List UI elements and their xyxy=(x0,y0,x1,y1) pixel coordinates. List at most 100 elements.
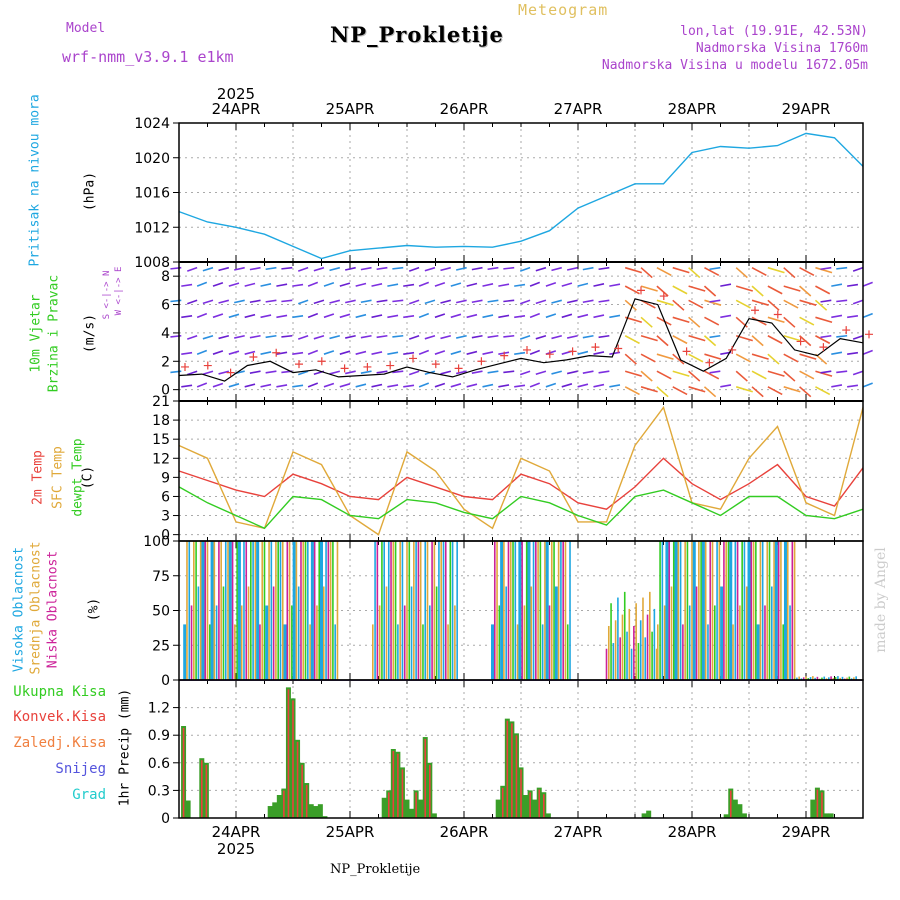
wind-arrow xyxy=(593,351,605,355)
wind-arrow xyxy=(799,353,817,360)
wind-arrow xyxy=(783,299,799,309)
wind-arrow xyxy=(709,266,721,271)
wind-arrow xyxy=(212,282,224,287)
precip-bar-total xyxy=(737,804,743,818)
wind-arrow xyxy=(440,299,452,304)
wind-arrow xyxy=(529,382,541,388)
wind-arrow xyxy=(292,351,304,355)
wind-arrow xyxy=(376,370,388,374)
wind-arrow xyxy=(323,350,335,355)
wind-arrow xyxy=(847,384,859,388)
wind-arrow xyxy=(218,370,230,375)
wind-arrow xyxy=(593,314,605,319)
precip-legend: Ukupna Kisa Konvek.Kisa Zaledj.Kisa Snij… xyxy=(0,684,106,804)
wind-gust-marker xyxy=(431,360,440,369)
wind-arrow xyxy=(529,349,541,355)
y-tick-label: 1.2 xyxy=(148,701,170,717)
y-tick-label: 0.6 xyxy=(148,756,170,772)
precip-bar-conv xyxy=(729,790,732,818)
wind-arrow xyxy=(408,266,420,272)
wind-arrow xyxy=(704,316,720,326)
wind-arrow xyxy=(852,334,864,340)
wind-arrow xyxy=(329,299,341,304)
wind-arrow xyxy=(265,370,277,374)
wind-arrow xyxy=(735,370,748,382)
panel-frame xyxy=(178,400,864,542)
wind-arrow xyxy=(582,334,594,339)
wind-arrow xyxy=(181,384,193,388)
wind-compass-ns: S <-|-> N xyxy=(102,270,112,320)
wind-arrow xyxy=(339,350,351,355)
wind-arrow xyxy=(720,283,732,287)
wind-arrow xyxy=(514,314,526,319)
pressure-unit: (hPa) xyxy=(82,171,98,212)
precip-bar-conv xyxy=(287,689,290,818)
wind-arrow xyxy=(418,349,430,355)
wind-gust-marker xyxy=(500,351,509,360)
wind-arrow xyxy=(514,384,526,388)
wind-arrow xyxy=(218,266,230,272)
temp-2m-line xyxy=(178,457,864,510)
wind-arrow xyxy=(783,386,801,393)
wind-arrow xyxy=(831,314,843,319)
wind-gust-marker xyxy=(226,368,235,377)
y-tick-label: 18 xyxy=(152,413,170,429)
wind-arrow xyxy=(767,353,780,365)
wind-arrow xyxy=(292,384,304,388)
wind-arrow xyxy=(292,314,304,319)
temp-dew-line xyxy=(178,486,864,530)
wind-arrow xyxy=(767,370,785,377)
wind-arrow xyxy=(640,285,658,292)
wind-arrow xyxy=(482,314,494,319)
wind-arrow xyxy=(519,266,531,272)
wind-arrow xyxy=(471,266,483,271)
y-tick-label: 1016 xyxy=(134,186,170,202)
wind-arrow xyxy=(535,334,547,340)
wind-arrow xyxy=(329,370,341,375)
legend-snow: Snijeg xyxy=(55,761,106,777)
wind-arrow xyxy=(815,386,831,396)
wind-arrow xyxy=(767,266,785,274)
y-tick-label: 0 xyxy=(161,528,170,544)
wind-arrow xyxy=(434,382,446,388)
wind-arrow xyxy=(735,353,751,363)
wind-arrow xyxy=(307,349,319,355)
y-tick-label: 12 xyxy=(152,451,170,467)
wind-arrow xyxy=(820,299,832,303)
wind-arrow xyxy=(387,351,399,355)
wind-arrow xyxy=(450,383,462,388)
precip-bar-total xyxy=(732,799,738,818)
pressure-line xyxy=(178,132,864,260)
wind-arrow xyxy=(551,299,562,304)
wind-arrow xyxy=(498,314,510,319)
wind-arrow xyxy=(392,334,404,338)
wind-arrow xyxy=(265,266,277,271)
precip-bar-total xyxy=(404,799,410,818)
wind-arrow xyxy=(820,370,832,374)
wind-arrow xyxy=(767,316,785,323)
wind-arrow xyxy=(709,334,721,339)
wind-arrow xyxy=(814,299,828,311)
wind-arrow xyxy=(408,334,420,340)
wind-arrow xyxy=(424,266,436,272)
wind-arrow xyxy=(519,299,531,305)
wind-arrow xyxy=(313,266,325,272)
wind-arrow xyxy=(355,313,367,319)
wind-gust-marker xyxy=(796,337,805,346)
wind-arrow xyxy=(403,314,415,319)
wind-arrow xyxy=(249,299,261,304)
wind-arrow xyxy=(561,383,573,388)
precip-bar-conv xyxy=(415,792,417,818)
precip-bar-total xyxy=(308,804,314,818)
precip-bar-conv xyxy=(501,787,504,818)
wind-arrow xyxy=(212,350,224,355)
wind-arrow xyxy=(535,370,547,376)
wind-arrow xyxy=(482,283,494,287)
wind-gust-marker xyxy=(773,310,782,319)
precip-bar-total xyxy=(723,814,729,818)
wind-arrow xyxy=(656,285,669,297)
wind-arrow xyxy=(228,282,240,287)
wind-arrow xyxy=(704,266,720,277)
wind-arrow xyxy=(202,370,214,376)
wind-arrow xyxy=(609,314,621,319)
